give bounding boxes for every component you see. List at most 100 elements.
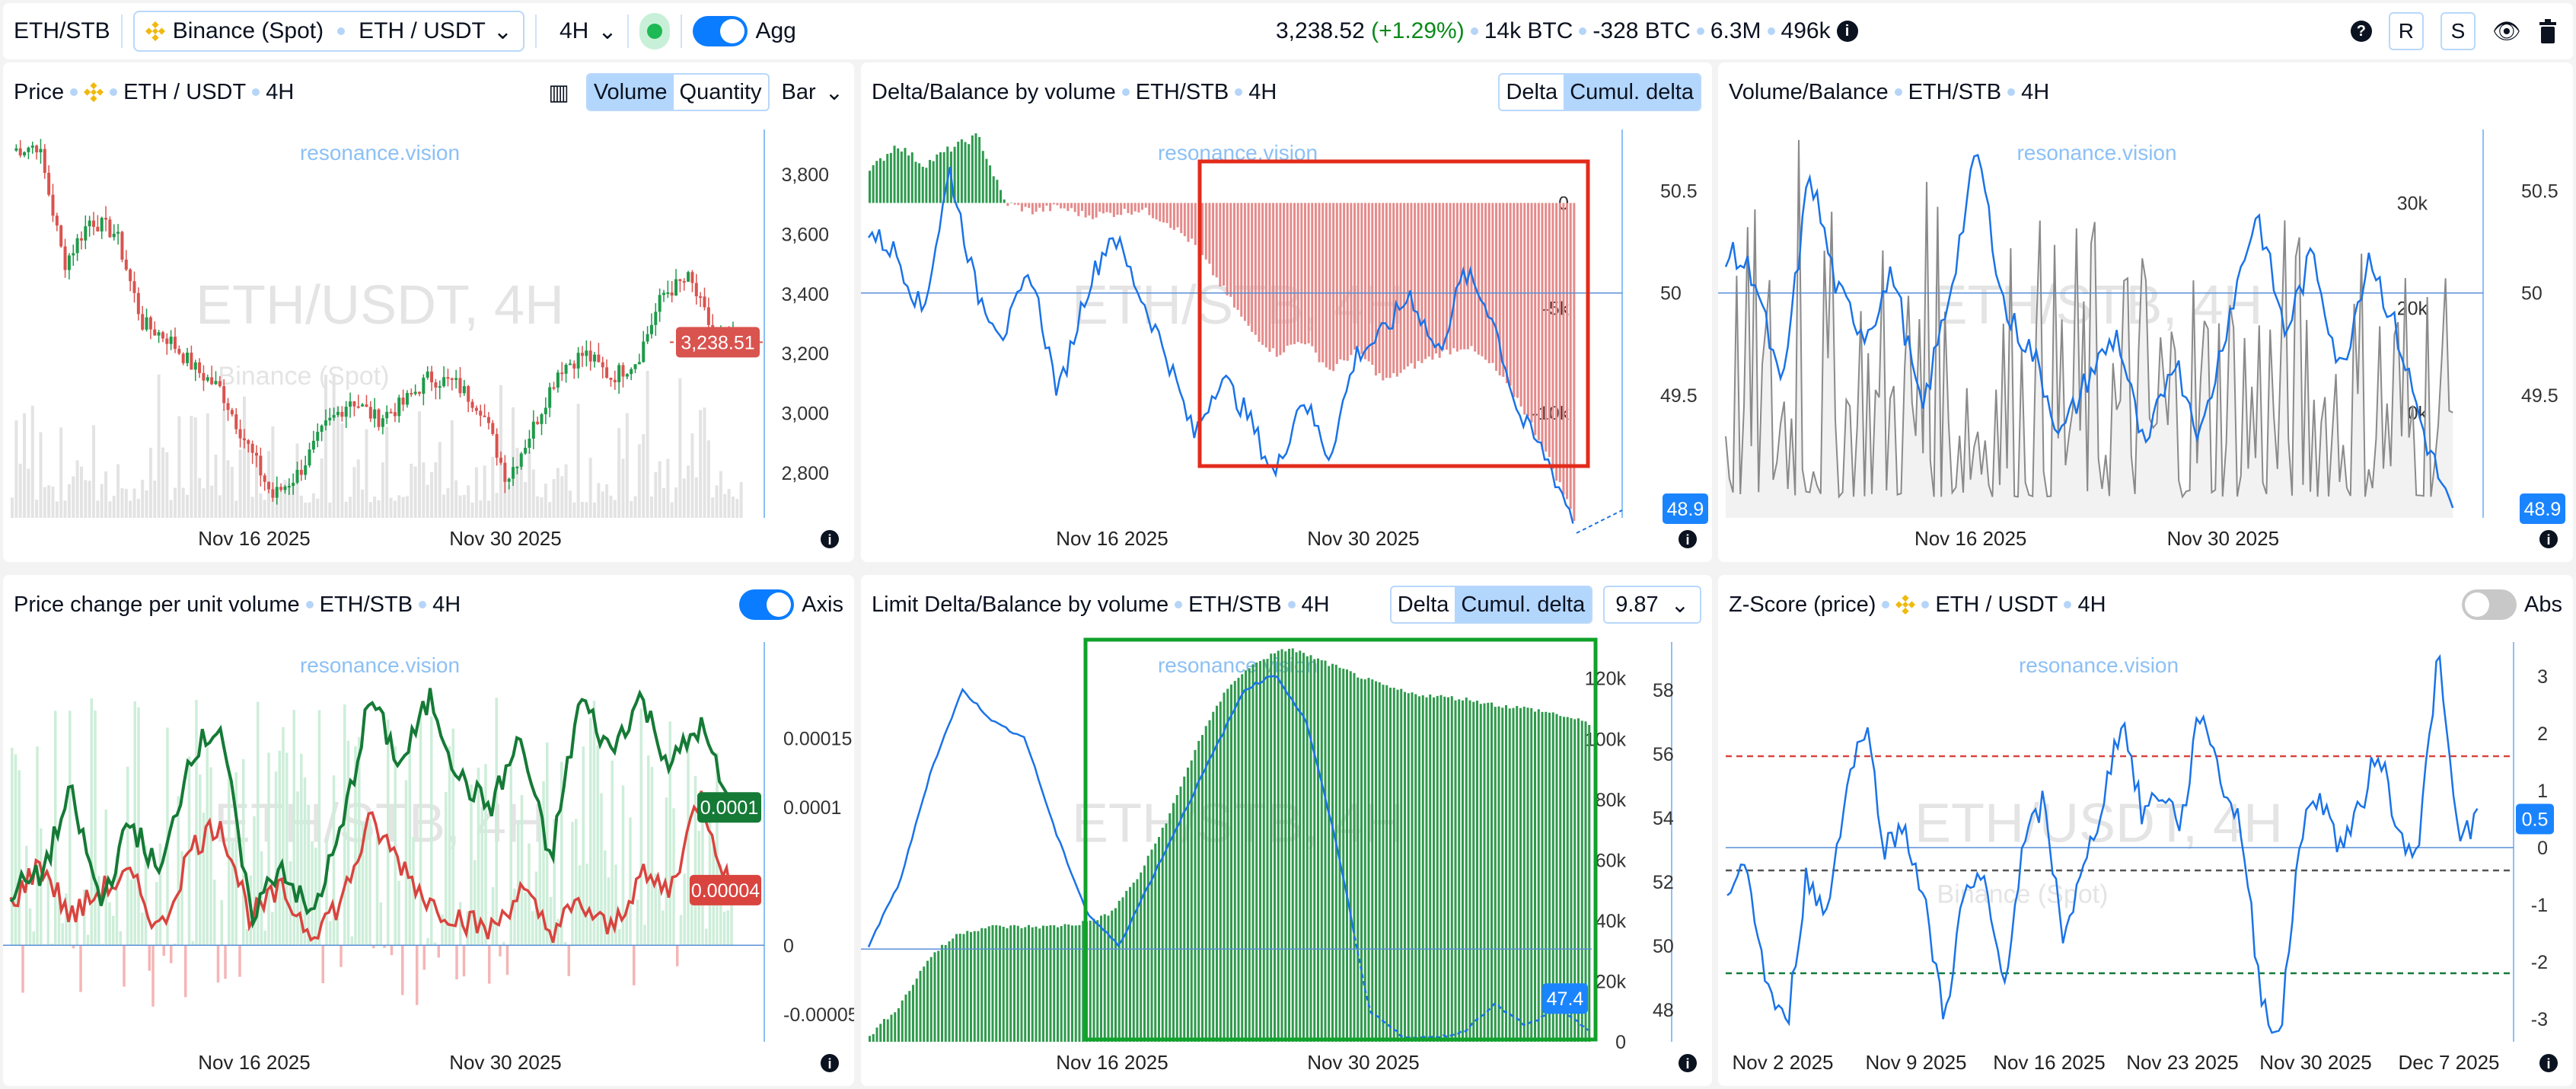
r-button[interactable]: R	[2388, 12, 2424, 50]
histogram-bar	[531, 911, 534, 946]
s-button[interactable]: S	[2440, 12, 2476, 50]
limit-delta-bar	[1140, 872, 1143, 1042]
delta-bar	[1551, 203, 1554, 469]
limit-delta-bar	[1129, 886, 1131, 1042]
chart-type-select[interactable]: Bar ⌄	[782, 79, 843, 106]
histogram-bar	[563, 941, 567, 946]
limit-delta-bar	[1580, 720, 1583, 1042]
delta-bar	[1477, 203, 1480, 355]
delta-bar	[1562, 203, 1565, 495]
limit-delta-bar	[1295, 652, 1298, 1042]
delta-bar	[1204, 203, 1207, 260]
delta-bar	[1180, 203, 1183, 234]
volume-bar	[190, 416, 193, 518]
candle-body	[670, 292, 674, 296]
ruler-icon[interactable]: ▥	[548, 80, 569, 105]
candle-body	[120, 232, 124, 260]
histogram-bar	[292, 710, 295, 946]
delta-bar	[989, 165, 992, 203]
limit-delta-panel: Limit Delta/Balance by volume ETH/STB 4H…	[861, 575, 1712, 1086]
trash-icon[interactable]	[2538, 19, 2558, 43]
info-icon[interactable]	[1679, 1054, 1697, 1072]
limit-delta-bar	[923, 966, 926, 1042]
candle-body	[413, 391, 417, 394]
highlight-box-red	[1197, 159, 1590, 468]
y-tick-label: 3,600	[781, 224, 829, 245]
limit-delta-bar	[1462, 700, 1464, 1042]
cumul-delta-option[interactable]: Cumul. delta	[1564, 75, 1700, 110]
limit-delta-bar	[929, 956, 933, 1042]
candle-body	[495, 433, 499, 458]
limit-delta-bar	[1534, 711, 1536, 1042]
histogram-bar	[513, 888, 516, 946]
info-icon[interactable]	[2539, 530, 2558, 548]
info-icon[interactable]: i	[1836, 21, 1858, 42]
limit-delta-bar	[1208, 720, 1211, 1042]
limit-delta-bar	[1508, 708, 1511, 1042]
delta-bar	[1084, 203, 1087, 218]
candle-body	[255, 452, 258, 456]
y-tick-label: 0.0001	[783, 797, 841, 819]
cumul-delta-option[interactable]: Cumul. delta	[1455, 587, 1592, 622]
y-tick-label: -1	[2531, 895, 2548, 916]
volume-bar	[59, 427, 63, 518]
delta-option[interactable]: Delta	[1506, 79, 1558, 104]
volume-bar	[43, 487, 46, 518]
eye-icon[interactable]: 👁	[2492, 18, 2521, 44]
delta-bar	[942, 152, 945, 203]
agg-toggle[interactable]	[693, 16, 748, 46]
info-icon[interactable]	[1679, 530, 1697, 548]
volume-bar	[560, 476, 564, 518]
histogram-bar	[119, 931, 122, 946]
histogram-bar	[662, 910, 665, 946]
y-tick-label: 100k	[1585, 729, 1627, 750]
delta-bar	[1290, 203, 1293, 345]
help-icon[interactable]: ?	[2350, 21, 2372, 42]
price-chart[interactable]: resonance.vision ETH/USDT, 4H Binance (Spo…	[3, 122, 854, 562]
delta-bar	[1212, 203, 1215, 276]
histogram-bar	[614, 864, 617, 946]
limit-delta-bar	[1555, 714, 1558, 1042]
delta-bar	[907, 155, 910, 203]
live-indicator[interactable]	[639, 13, 671, 50]
limit-delta-bar	[1433, 697, 1435, 1042]
candle-body	[706, 307, 710, 325]
delta-bar	[1541, 203, 1544, 449]
quantity-option[interactable]: Quantity	[679, 79, 762, 104]
exchange-pair-select[interactable]: Binance (Spot) ETH / USDT ⌄	[132, 11, 524, 52]
histogram-bar	[633, 945, 636, 985]
delta-option[interactable]: Delta	[1397, 592, 1449, 617]
panel-pair: ETH/STB	[319, 592, 413, 617]
limit-delta-bar	[1479, 704, 1482, 1042]
limit-delta-bar	[1483, 703, 1486, 1042]
histogram-bar	[267, 752, 270, 946]
axis-toggle[interactable]	[739, 589, 795, 620]
candle-body	[515, 466, 519, 468]
watermark-text: resonance.vision	[300, 141, 460, 164]
abs-toggle[interactable]	[2462, 589, 2517, 620]
histogram-bar	[340, 945, 343, 967]
volume-bar	[597, 483, 601, 518]
delta-bar	[1392, 203, 1395, 374]
info-icon[interactable]	[821, 530, 839, 548]
volume-bar	[51, 486, 55, 518]
limit-delta-bar	[1190, 760, 1193, 1042]
info-icon[interactable]	[821, 1054, 839, 1072]
volume-bar	[474, 467, 478, 518]
limit-delta-bar	[1172, 803, 1175, 1042]
volume-bar	[389, 497, 393, 518]
info-icon[interactable]	[2539, 1054, 2558, 1072]
delta-bar	[929, 160, 932, 203]
volume-bar	[528, 451, 531, 518]
timeframe-select[interactable]: 4H ⌄	[560, 18, 617, 45]
volume-bar	[678, 378, 682, 518]
candle-body	[96, 226, 100, 232]
limit-delta-bar	[1349, 671, 1352, 1042]
volume-option[interactable]: Volume	[587, 75, 674, 110]
limit-value-select[interactable]: 9.87 ⌄	[1603, 586, 1701, 624]
